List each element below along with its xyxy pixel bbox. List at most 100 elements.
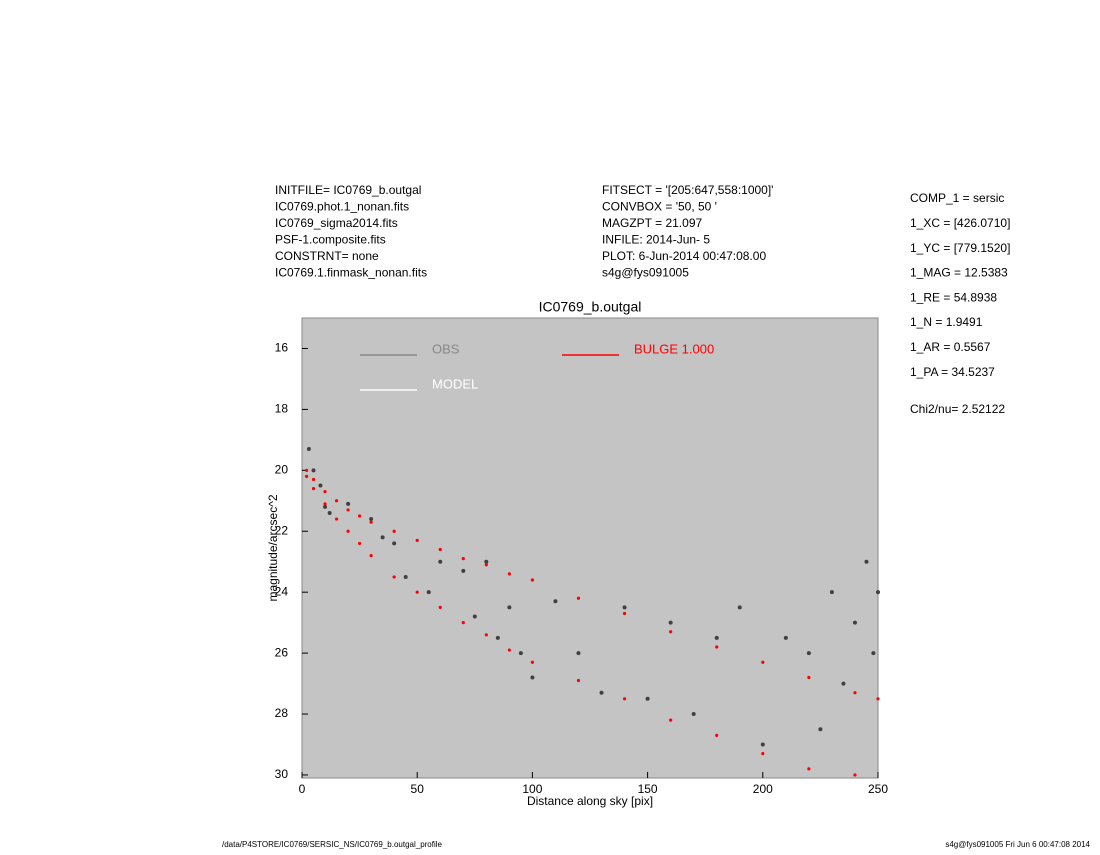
point: [318, 483, 323, 488]
point: [871, 651, 876, 656]
header-line: MAGZPT = 21.097: [602, 216, 702, 230]
point: [461, 568, 466, 573]
point: [461, 557, 465, 561]
point: [530, 578, 535, 582]
legend-label: MODEL: [432, 376, 478, 391]
y-tick-label: 20: [275, 462, 289, 476]
point: [346, 501, 351, 506]
point: [461, 621, 465, 625]
point: [438, 559, 443, 564]
point: [737, 605, 742, 610]
point: [323, 502, 327, 506]
point: [853, 773, 857, 777]
x-tick-label: 150: [638, 782, 658, 796]
point: [715, 733, 719, 737]
header-line: PLOT: 6-Jun-2014 00:47:08.00: [602, 249, 766, 263]
point: [415, 590, 419, 594]
point: [334, 499, 339, 503]
point: [311, 486, 316, 491]
point: [807, 767, 811, 771]
point: [507, 648, 511, 652]
point: [806, 651, 811, 656]
point: [783, 635, 788, 640]
point: [358, 541, 362, 546]
header-line: CONSTRNT= none: [275, 249, 379, 263]
point: [507, 572, 511, 576]
point: [852, 620, 857, 625]
point: [403, 574, 408, 579]
x-tick-label: 50: [411, 782, 425, 796]
header-line: IC0769.phot.1_nonan.fits: [275, 200, 409, 214]
x-axis-label: Distance along sky [pix]: [527, 794, 653, 808]
chi2: Chi2/nu= 2.52122: [910, 402, 1005, 416]
point: [669, 630, 673, 634]
point: [761, 752, 765, 756]
point: [691, 712, 696, 717]
header-line: INITFILE= IC0769_b.outgal: [275, 183, 421, 197]
point: [669, 718, 673, 722]
point: [380, 535, 385, 540]
point: [518, 651, 523, 656]
point: [507, 605, 512, 610]
header-line: IC0769_sigma2014.fits: [275, 216, 398, 230]
header-line: CONVBOX = '50, 50 ': [602, 200, 717, 214]
point: [876, 697, 880, 701]
param-line: 1_N = 1.9491: [910, 315, 983, 329]
point: [530, 660, 535, 664]
legend-label: OBS: [432, 341, 460, 356]
point: [576, 678, 581, 683]
x-tick-label: 200: [753, 782, 773, 796]
point: [841, 681, 846, 686]
point: [369, 554, 373, 558]
param-line: 1_PA = 34.5237: [910, 365, 995, 379]
point: [853, 691, 857, 695]
header-line: s4g@fys091005: [602, 266, 689, 280]
plot-area: [301, 317, 879, 779]
y-tick-label: 24: [275, 584, 289, 598]
point: [715, 645, 719, 649]
y-tick-label: 26: [275, 645, 289, 659]
point: [305, 474, 309, 479]
param-line: COMP_1 = sersic: [910, 191, 1004, 205]
point: [346, 529, 350, 533]
header-line: INFILE: 2014-Jun- 5: [602, 233, 710, 247]
point: [622, 697, 627, 701]
point: [392, 541, 397, 546]
point: [576, 651, 581, 656]
point: [369, 520, 373, 524]
point: [484, 633, 488, 637]
point: [807, 675, 811, 680]
y-tick-label: 30: [275, 767, 289, 781]
x-tick-label: 0: [299, 782, 306, 796]
point: [876, 590, 880, 595]
param-line: 1_XC = [426.0710]: [910, 216, 1010, 230]
point: [864, 559, 869, 564]
point: [311, 468, 316, 473]
footer-left: /data/P4STORE/IC0769/SERSIC_NS/IC0769_b.…: [222, 840, 443, 849]
point: [484, 559, 489, 564]
footer-right: s4g@fys091005 Fri Jun 6 00:47:08 2014: [945, 840, 1090, 849]
point: [323, 490, 327, 494]
point: [576, 596, 581, 600]
point: [323, 504, 328, 509]
point: [761, 660, 765, 664]
y-tick-label: 18: [275, 402, 289, 416]
point: [599, 690, 604, 695]
point: [438, 547, 442, 552]
point: [358, 514, 362, 518]
point: [392, 529, 396, 533]
point: [327, 510, 332, 515]
point: [645, 696, 650, 701]
point: [760, 742, 765, 747]
point: [346, 508, 350, 512]
point: [530, 675, 535, 680]
y-tick-label: 22: [275, 523, 289, 537]
point: [415, 538, 419, 542]
y-tick-label: 16: [275, 341, 289, 355]
header-line: FITSECT = '[205:647,558:1000]': [602, 183, 773, 197]
point: [622, 605, 627, 610]
point: [306, 446, 311, 451]
point: [369, 517, 374, 522]
header-line: IC0769.1.finmask_nonan.fits: [275, 266, 427, 280]
